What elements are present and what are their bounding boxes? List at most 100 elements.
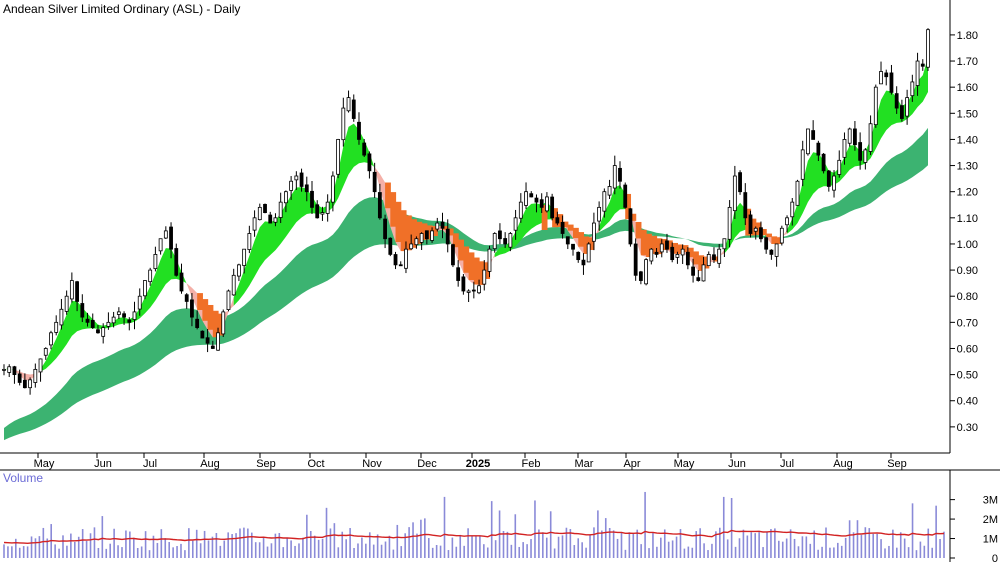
crossover-zone xyxy=(573,227,579,239)
candle-body xyxy=(492,233,497,250)
candle-body xyxy=(774,243,779,257)
candle-body xyxy=(759,227,763,240)
crossover-zone xyxy=(630,213,637,221)
crossover-zone xyxy=(625,193,632,220)
crossover-zone xyxy=(583,236,590,254)
price-tick-label: 0.80 xyxy=(957,291,978,303)
candle-body xyxy=(513,217,518,231)
price-tick-label: 0.60 xyxy=(957,343,978,355)
candle-body xyxy=(111,316,116,324)
crossover-zone xyxy=(646,233,652,258)
candle-body xyxy=(7,366,12,373)
candle-body xyxy=(377,192,382,219)
candle-body xyxy=(748,214,753,234)
crossover-zone xyxy=(484,262,491,279)
crossover-zone xyxy=(452,233,459,248)
candle-body xyxy=(346,97,351,112)
candle-body xyxy=(200,330,205,339)
candle-body xyxy=(325,201,330,214)
candle-body xyxy=(706,254,711,267)
crossover-zone xyxy=(698,255,705,271)
candle-body xyxy=(623,184,628,208)
crossover-zone xyxy=(390,192,397,227)
crossover-zone xyxy=(426,225,433,240)
candle-body xyxy=(853,128,857,146)
candle-body xyxy=(163,230,168,239)
crossover-zone xyxy=(578,232,585,247)
crossover-zone xyxy=(588,237,595,250)
candle-body xyxy=(116,311,121,315)
candle-body xyxy=(252,217,257,231)
candle-body xyxy=(101,327,106,337)
candle-body xyxy=(283,191,288,204)
crossover-zone xyxy=(666,240,673,250)
candle-body xyxy=(873,86,878,126)
candle-body xyxy=(732,175,737,212)
time-tick-label: Nov xyxy=(362,458,382,470)
crossover-zone xyxy=(405,215,412,251)
candle-body xyxy=(179,272,184,292)
candle-body xyxy=(920,63,925,67)
chart-title: Andean Silver Limited Ordinary (ASL) - D… xyxy=(3,2,241,16)
candle-body xyxy=(691,266,695,276)
candle-body xyxy=(769,249,774,255)
candle-body xyxy=(545,196,549,212)
candle-body xyxy=(85,318,90,323)
candle-body xyxy=(64,295,69,312)
candle-body xyxy=(38,358,43,373)
candle-body xyxy=(320,212,325,215)
candle-body xyxy=(863,149,868,163)
crossover-zone xyxy=(411,219,417,248)
candle-body xyxy=(367,153,372,172)
candle-body xyxy=(638,271,643,281)
candle-body xyxy=(221,311,226,335)
crossover-zone xyxy=(218,313,224,336)
candle-body xyxy=(586,243,591,263)
candle-body xyxy=(461,276,466,292)
candle-body xyxy=(127,319,132,323)
candle-body xyxy=(884,72,889,78)
candle-body xyxy=(143,280,147,297)
candle-body xyxy=(811,130,816,140)
crossover-zone xyxy=(395,201,402,243)
crossover-zone xyxy=(212,310,219,338)
candle-body xyxy=(534,197,539,203)
candle-body xyxy=(597,206,602,222)
candle-body xyxy=(487,248,492,272)
candle-body xyxy=(210,345,215,349)
candle-body xyxy=(456,267,461,281)
candle-body xyxy=(915,60,920,86)
short-band-rising xyxy=(787,57,928,234)
crossover-zone xyxy=(562,221,569,228)
candle-body xyxy=(414,238,419,246)
crossover-zone xyxy=(682,245,689,253)
candle-body xyxy=(816,142,821,156)
candle-body xyxy=(195,318,200,328)
candle-body xyxy=(424,230,429,240)
candle-body xyxy=(174,248,179,276)
candle-body xyxy=(75,281,79,302)
candle-body xyxy=(372,171,377,193)
crossover-zone xyxy=(760,228,767,236)
candle-body xyxy=(398,264,403,267)
candle-body xyxy=(680,248,685,256)
candle-body xyxy=(894,93,899,109)
volume-title: Volume xyxy=(3,471,44,485)
time-tick-label: May xyxy=(674,458,695,470)
time-tick-label: Sep xyxy=(887,458,907,470)
price-tick-label: 1.50 xyxy=(957,108,978,120)
candle-body xyxy=(336,139,341,175)
candle-body xyxy=(571,243,575,250)
candle-body xyxy=(795,180,800,206)
price-tick-label: 1.20 xyxy=(957,187,978,199)
time-tick-label: May xyxy=(34,458,55,470)
candle-body xyxy=(764,237,769,250)
crossover-zone xyxy=(447,228,454,236)
crossover-zone xyxy=(693,251,699,265)
candle-body xyxy=(451,244,455,266)
candle-body xyxy=(644,259,649,285)
candle-body xyxy=(357,121,361,140)
candle-body xyxy=(430,230,434,241)
candle-body xyxy=(503,238,508,245)
long-term-band xyxy=(4,127,928,441)
